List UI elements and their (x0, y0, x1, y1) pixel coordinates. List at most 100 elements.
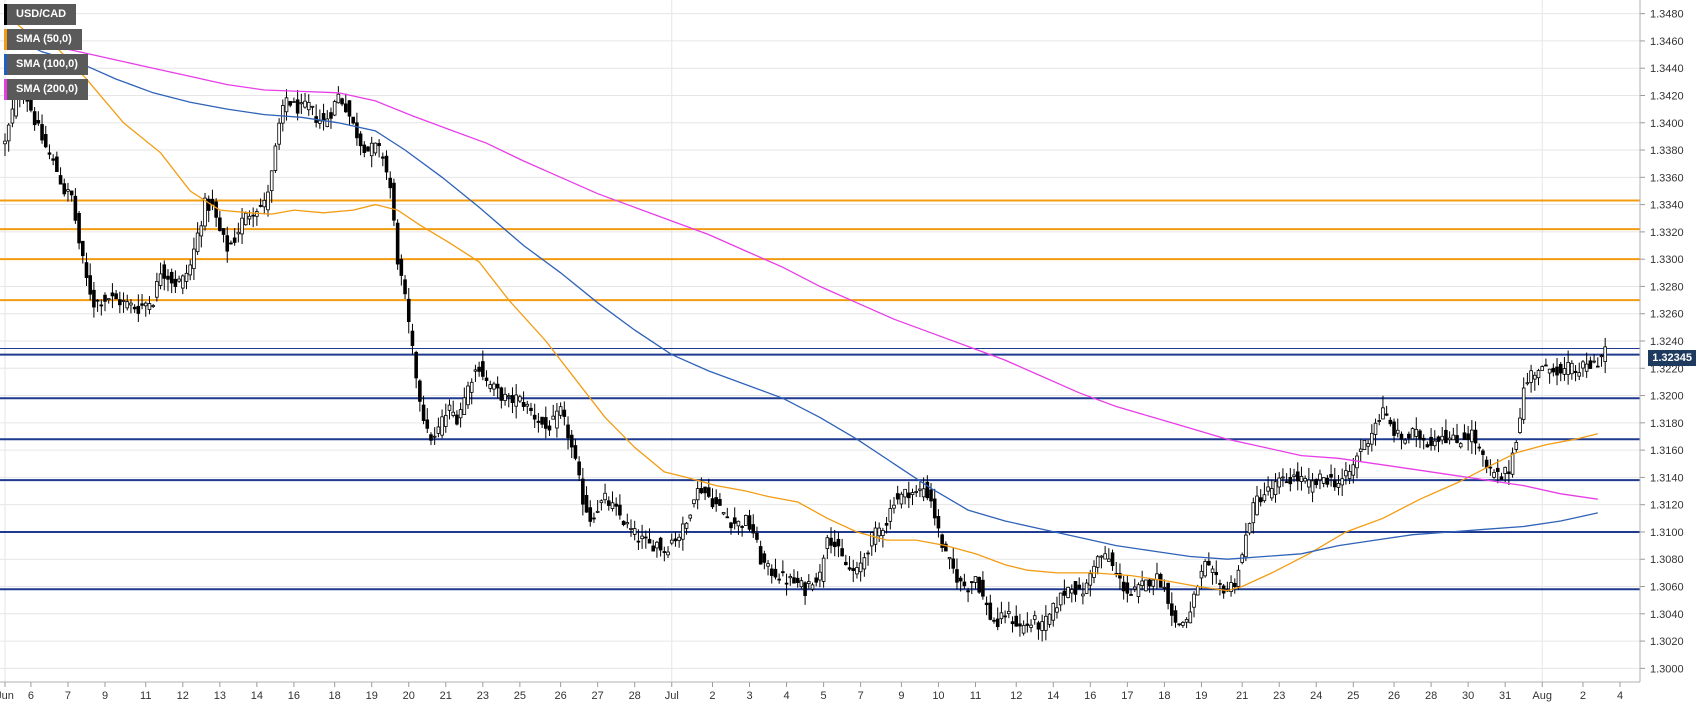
candle-body (381, 156, 385, 159)
candle-body (1025, 623, 1030, 626)
candle-body (1110, 552, 1115, 567)
candle-body (236, 231, 241, 235)
candle-body (1177, 623, 1181, 626)
legend-item: SMA (100,0) (4, 54, 88, 75)
x-tick-label: 10 (932, 690, 944, 702)
x-tick-label: 12 (1010, 690, 1022, 702)
candle-body (203, 197, 207, 227)
candle-body (444, 415, 448, 427)
candle-body (292, 101, 296, 103)
candle-body (1514, 442, 1519, 450)
candle-body (195, 232, 200, 253)
candle-body (1077, 584, 1081, 590)
horizontal-levels (0, 199, 1640, 591)
candle-body (1107, 558, 1111, 562)
candle-body (1292, 474, 1296, 477)
candle-body (1507, 471, 1511, 475)
x-tick-label: 21 (440, 690, 452, 702)
candle-body (1069, 589, 1074, 594)
y-tick-label: 1.3020 (1650, 636, 1684, 648)
candle-body (173, 278, 178, 288)
candle-body (1358, 448, 1363, 452)
candle-body (347, 100, 352, 117)
candle-body (518, 396, 522, 402)
candle-body (336, 93, 341, 104)
candle-body (458, 409, 463, 419)
candle-body (1418, 430, 1422, 440)
candle-body (1307, 479, 1311, 488)
candle-body (1203, 561, 1207, 577)
candle-body (1021, 624, 1026, 634)
y-tick-label: 1.3200 (1650, 391, 1684, 403)
candle-body (1051, 602, 1056, 621)
candle-body (1473, 429, 1478, 444)
candle-body (621, 520, 626, 526)
candle-body (1599, 355, 1604, 358)
candle-body (606, 500, 611, 506)
candle-body (151, 305, 155, 307)
legend-label: USD/CAD (16, 8, 67, 20)
candle-body (1558, 364, 1563, 374)
candle-body (158, 273, 163, 286)
candle-body (1247, 523, 1252, 534)
x-tick-label: 3 (746, 690, 752, 702)
candle-body (221, 228, 226, 235)
candle-body (925, 481, 930, 499)
candle-body (551, 415, 556, 420)
candle-body (1570, 362, 1574, 375)
candle-body (392, 182, 396, 221)
candle-body (288, 101, 293, 106)
candle-body (1258, 497, 1263, 503)
candle-body (1562, 368, 1567, 375)
candle-body (866, 552, 870, 555)
candle-body (592, 517, 596, 520)
candle-body (1318, 473, 1322, 481)
candle-body (729, 522, 733, 529)
candle-body (1073, 581, 1078, 595)
candle-body (784, 582, 789, 585)
candle-body (1144, 579, 1148, 592)
candle-body (758, 546, 763, 565)
candle-body (343, 103, 348, 113)
candle-body (777, 578, 781, 581)
y-tick-label: 1.3480 (1650, 9, 1684, 21)
candle-body (1495, 467, 1500, 472)
candle-body (1536, 370, 1541, 379)
x-tick-label: Jun (0, 690, 14, 702)
candle-body (166, 275, 170, 280)
candle-body (769, 568, 774, 576)
candle-body (1351, 464, 1356, 476)
legend-item: SMA (50,0) (4, 29, 82, 50)
candle-body (1295, 471, 1300, 482)
candle-body (584, 494, 589, 513)
candle-body (1392, 421, 1396, 436)
x-tick-label: 9 (102, 690, 108, 702)
candle-body (629, 528, 633, 530)
x-tick-label: 26 (554, 690, 566, 702)
x-tick-label: 28 (1425, 690, 1437, 702)
candle-body (1362, 440, 1367, 450)
candle-body (432, 435, 437, 438)
candle-body (921, 488, 926, 498)
candle-body (814, 577, 818, 583)
candle-body (488, 384, 493, 389)
x-tick-label: 11 (970, 690, 981, 702)
candle-body (481, 361, 485, 377)
candle-body (610, 502, 615, 509)
candle-body (1566, 361, 1570, 375)
candle-body (1195, 586, 1200, 596)
candle-body (762, 553, 767, 563)
candle-body (1125, 582, 1130, 594)
legend-label: SMA (50,0) (16, 33, 72, 45)
candle-body (66, 189, 70, 192)
candle-body (332, 101, 337, 116)
candle-body (1447, 437, 1452, 441)
candle-body (1014, 615, 1019, 627)
y-tick-label: 1.3040 (1650, 609, 1684, 621)
candle-body (1525, 382, 1530, 385)
candle-body (177, 278, 181, 282)
candle-body (795, 577, 800, 583)
candle-body (1462, 432, 1467, 440)
candle-body (577, 461, 581, 476)
